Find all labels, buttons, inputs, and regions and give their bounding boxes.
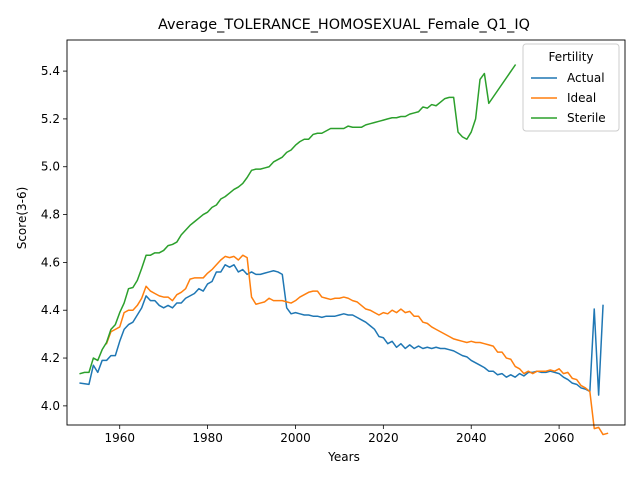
x-axis: 1960 1980 2000 2020 2040 2060 <box>104 425 574 445</box>
legend-label-sterile: Sterile <box>567 111 606 125</box>
x-tick-label: 1960 <box>104 431 135 445</box>
x-tick-label: 2000 <box>280 431 311 445</box>
legend-label-ideal: Ideal <box>567 91 596 105</box>
y-tick-label: 4.4 <box>41 303 60 317</box>
y-tick-label: 5.2 <box>41 112 60 126</box>
x-tick-label: 2060 <box>544 431 575 445</box>
y-tick-label: 4.0 <box>41 399 60 413</box>
x-tick-label: 1980 <box>192 431 223 445</box>
x-tick-label: 2020 <box>368 431 399 445</box>
plot-area <box>79 64 609 436</box>
chart-title: Average_TOLERANCE_HOMOSEXUAL_Female_Q1_I… <box>158 17 530 33</box>
series-line-ideal <box>105 254 609 436</box>
y-tick-label: 4.2 <box>41 351 60 365</box>
y-axis-label: Score(3-6) <box>15 187 29 250</box>
y-axis: 4.0 4.2 4.4 4.6 4.8 5.0 5.2 5.4 <box>41 64 67 413</box>
plot-frame <box>66 39 626 426</box>
y-tick-label: 5.4 <box>41 64 60 78</box>
x-tick-label: 2040 <box>456 431 487 445</box>
series-line-actual <box>79 264 604 396</box>
y-tick-label: 4.6 <box>41 255 60 269</box>
legend-label-actual: Actual <box>567 71 605 85</box>
legend-title: Fertility <box>548 50 593 64</box>
legend-box <box>522 43 620 132</box>
series-line-sterile <box>79 64 517 375</box>
legend: Fertility Actual Ideal Sterile <box>522 43 620 132</box>
y-tick-label: 4.8 <box>41 208 60 222</box>
y-tick-label: 5.0 <box>41 160 60 174</box>
x-axis-label: Years <box>327 450 360 464</box>
